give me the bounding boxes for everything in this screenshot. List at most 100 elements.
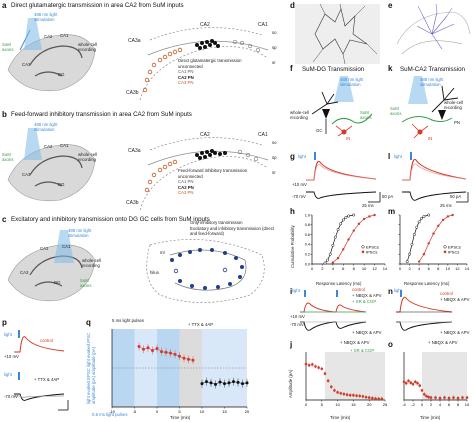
x-tick-label: -4: [402, 402, 406, 407]
data-point: [236, 380, 240, 384]
data-point: [407, 379, 410, 383]
panel-n-control: control: [440, 291, 453, 296]
data-point: [241, 382, 244, 386]
panel-c-ml: ml: [160, 250, 165, 255]
panel-i-nbqx: + NBQX & APV: [352, 293, 382, 298]
data-point: [146, 346, 150, 350]
panel-c-letter: c: [2, 215, 7, 224]
panel-c-ca2: CA2: [40, 246, 49, 251]
panel-b-ca3a: CA3a: [128, 148, 141, 154]
data-point: [223, 382, 226, 386]
panel-g-letter: g: [290, 152, 295, 161]
legend-item: Direct glutamatergic transmission: [178, 58, 242, 63]
data-point: [342, 248, 345, 251]
panel-a-dg: DG: [58, 72, 65, 77]
panel-c-hilus: hilus: [150, 270, 159, 275]
panel-a-so: so: [272, 30, 277, 35]
panel-j-xlabel: Time (min): [330, 415, 351, 420]
data-point: [336, 228, 340, 232]
data-point: [205, 380, 208, 384]
legend-label: EPSCs: [448, 244, 461, 249]
x-tick-label: 0: [305, 402, 308, 407]
data-point: [364, 395, 368, 399]
data-point: [200, 382, 204, 386]
data-point: [415, 225, 419, 229]
panel-b-sp: sp: [272, 155, 277, 160]
panel-a-sum-axons: SuM axons: [2, 42, 14, 52]
panel-q-pulses-rate: 0.5 ms light pulses: [92, 412, 128, 417]
panel-m-xlabel: Response Latency (ms): [404, 281, 450, 286]
x-tick-label: 15: [222, 409, 227, 414]
y-tick-label: 0.4: [305, 243, 310, 247]
panel-k-light-label: 488 nm light stimulation: [420, 77, 444, 87]
panel-g-light: light: [298, 154, 306, 159]
y-tick-label: 0.2: [305, 253, 310, 257]
data-point: [404, 381, 408, 385]
data-point: [326, 379, 330, 383]
panel-c-dg: DG: [54, 280, 61, 285]
x-tick-label: 6: [428, 266, 431, 271]
panel-b-sum-axons: SuM axons: [2, 152, 14, 162]
legend-item: Excitatory and inhibitory transmission (…: [190, 225, 275, 237]
data-point: [142, 347, 145, 351]
panel-i-v70: -70 mV: [290, 322, 304, 327]
panel-g-50pa: 50 pA: [382, 194, 394, 199]
panel-a-sr: sr: [272, 60, 276, 65]
data-point: [182, 356, 186, 360]
x-tick-label: 8: [353, 266, 356, 271]
legend-item: CA3 PN: [178, 190, 194, 196]
data-point: [413, 380, 417, 384]
data-point: [173, 352, 177, 356]
data-point: [441, 218, 445, 222]
panel-i-sr: + SR & CGP: [352, 299, 377, 304]
panel-q-ylabel: light evoked EPSC light evoked IPSC ampl…: [86, 332, 96, 404]
data-point: [341, 218, 345, 222]
panel-f-gc: GC: [316, 128, 323, 133]
data-point: [209, 381, 213, 385]
data-point: [352, 393, 355, 397]
data-point: [164, 350, 168, 354]
panel-b-title: Feed-forward inhibitory transmission in …: [11, 111, 192, 118]
legend-item: CA2 PN: [178, 74, 194, 80]
data-point: [380, 397, 384, 401]
panel-a-sp: sp: [272, 45, 277, 50]
data-point: [328, 252, 332, 256]
data-point: [137, 345, 141, 349]
panel-k-pn: PN: [454, 120, 460, 125]
legend-item: CA3 PN: [178, 80, 194, 86]
data-point: [405, 260, 409, 263]
x-tick-label: 4: [439, 402, 442, 407]
panel-b-ca3b: CA3b: [126, 200, 139, 206]
x-tick-label: 4: [332, 266, 335, 271]
legend-label: EPSCs: [366, 244, 379, 249]
panel-g-25ms: 25 ms: [362, 203, 374, 208]
data-point: [456, 396, 460, 400]
x-tick-label: 10: [200, 409, 205, 414]
data-point: [427, 242, 430, 245]
panel-c-legend: Only inhibitory transmission Excitatory …: [190, 220, 280, 237]
data-point: [452, 396, 455, 399]
data-point: [443, 396, 446, 399]
panel-i-v10: +10 mV: [290, 314, 305, 319]
panel-q-ttx: + TTX & 4AP: [188, 322, 214, 327]
x-tick-label: 10: [335, 402, 340, 407]
panel-i-letter: i: [290, 287, 293, 296]
panel-i-nbqx-2: + NBQX & APV: [352, 330, 382, 335]
panel-f-light-label: 488 nm light stimulation: [340, 77, 364, 87]
panel-l-letter: l: [388, 152, 391, 161]
data-point: [411, 382, 415, 386]
panel-a-ca3: CA3: [22, 62, 31, 67]
data-point: [331, 243, 335, 247]
data-point: [409, 381, 413, 385]
panel-k-title: SuM-CA2 Transmission: [400, 66, 465, 73]
x-tick-label: 20: [367, 402, 372, 407]
panel-p-traces: [14, 330, 69, 411]
data-point: [377, 397, 380, 401]
panel-f-sum-axons: SuM axons: [360, 110, 372, 120]
panel-f-diagram: [311, 76, 373, 137]
panel-b-legend: Feed-forward inhibitory transmission unc…: [178, 168, 247, 196]
x-tick-label: -5: [133, 409, 137, 414]
x-tick-label: 10: [362, 266, 367, 271]
data-point: [357, 222, 361, 226]
